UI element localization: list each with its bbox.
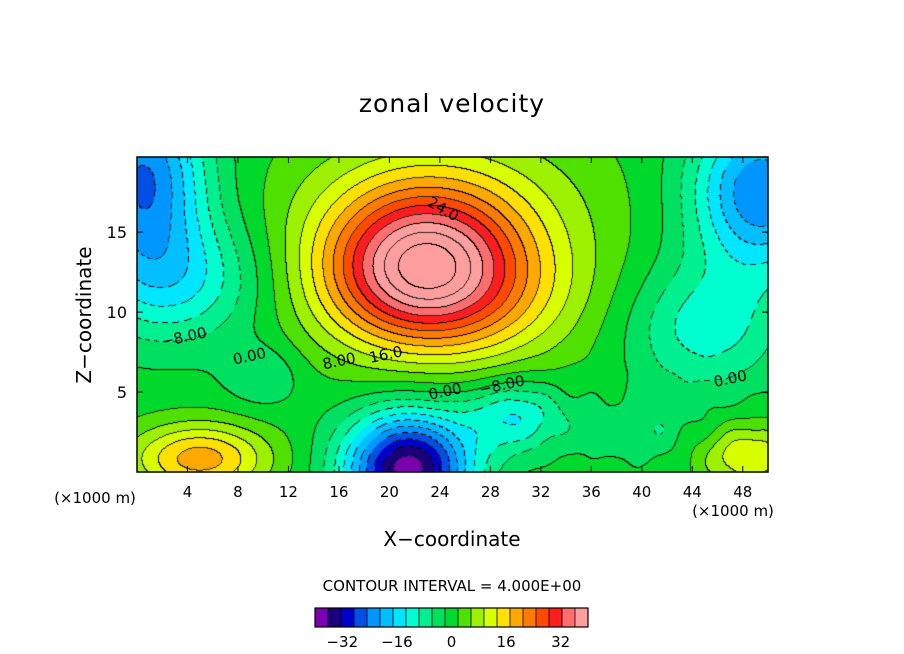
x-axis: 4 8 12 16 20 24 28 32 36 40 44 48 — [183, 157, 752, 501]
x-tick-label: 24 — [430, 483, 449, 501]
x-tick-label: 4 — [183, 483, 193, 501]
colorbar-swatch — [354, 608, 368, 627]
x-tick-label: 32 — [531, 483, 550, 501]
colorbar-swatch — [328, 608, 342, 627]
colorbar-swatch — [393, 608, 407, 627]
colorbar-swatch — [471, 608, 485, 627]
colorbar-tick-label: 0 — [447, 633, 457, 651]
x-tick-label: 44 — [683, 483, 702, 501]
colorbar-tick-label: 16 — [497, 633, 516, 651]
colorbar-swatch — [484, 608, 498, 627]
colorbar-tick-label: 32 — [551, 633, 570, 651]
colorbar-swatch — [445, 608, 459, 627]
x-unit-left: (×1000 m) — [54, 489, 136, 507]
x-tick-label: 8 — [233, 483, 243, 501]
colorbar-swatch — [458, 608, 472, 627]
colorbar-swatch — [380, 608, 394, 627]
colorbar-swatch — [497, 608, 511, 627]
x-unit-right: (×1000 m) — [692, 502, 774, 520]
y-axis: 5 10 15 — [107, 223, 768, 402]
x-tick-label: 40 — [632, 483, 651, 501]
y-tick-label: 10 — [107, 303, 127, 322]
x-tick-label: 48 — [733, 483, 752, 501]
colorbar-swatch — [367, 608, 381, 627]
colorbar-swatch — [549, 608, 563, 627]
colorbar-swatch — [523, 608, 537, 627]
y-tick-label: 15 — [107, 223, 127, 242]
y-axis-label: Z−coordinate — [72, 246, 96, 383]
colorbar-swatch — [575, 608, 589, 627]
x-tick-label: 12 — [279, 483, 298, 501]
x-tick-label: 16 — [329, 483, 348, 501]
colorbar-swatch — [432, 608, 446, 627]
colorbar-swatch — [419, 608, 433, 627]
chart-title: zonal velocity — [359, 89, 545, 118]
colorbar-swatch — [341, 608, 355, 627]
colorbar-swatch — [536, 608, 550, 627]
x-tick-label: 36 — [582, 483, 601, 501]
colorbar-tick-label: −32 — [326, 633, 358, 651]
colorbar-tick-label: −16 — [381, 633, 413, 651]
colorbar-swatch — [510, 608, 524, 627]
x-tick-label: 28 — [481, 483, 500, 501]
contour-interval-text: CONTOUR INTERVAL = 4.000E+00 — [323, 577, 582, 595]
colorbar-swatch — [315, 608, 329, 627]
colorbar: −32 −16 0 16 32 — [314, 607, 589, 651]
colorbar-swatch — [406, 608, 420, 627]
colorbar-swatch — [562, 608, 576, 627]
x-tick-label: 20 — [380, 483, 399, 501]
x-axis-label: X−coordinate — [383, 527, 520, 551]
colorbar-frame — [314, 607, 589, 628]
velocity-field — [137, 157, 768, 472]
plot-frame — [136, 156, 769, 473]
y-tick-label: 5 — [117, 383, 127, 402]
